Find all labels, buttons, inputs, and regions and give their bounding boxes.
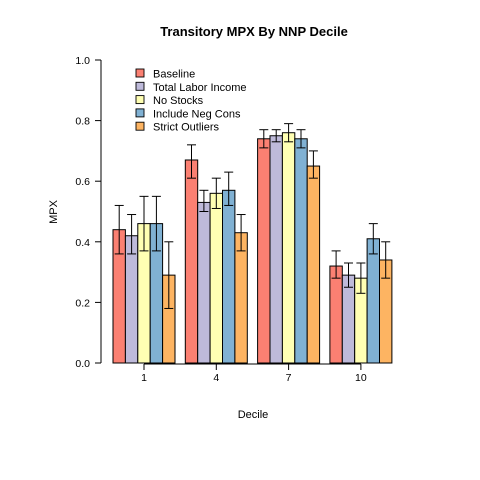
bar [197,201,211,364]
chart-title: Transitory MPX By NNP Decile [160,24,348,39]
legend-swatch [135,108,145,118]
legend-label: Baseline [153,69,195,81]
bar [329,265,343,364]
bar [294,138,308,364]
x-axis-label: Decile [238,409,269,421]
y-tick-label: 1.0 [75,55,90,67]
legend-label: Include Neg Cons [153,108,241,120]
bar [222,189,236,364]
bar [306,165,321,364]
y-tick-label: 0.4 [75,237,90,249]
y-tick-label: 0.0 [75,358,90,370]
bars-group [112,132,393,364]
legend-label: No Stocks [153,95,204,107]
legend-swatch [135,95,145,105]
bar [281,132,296,364]
bar [341,274,356,364]
bar [257,138,271,364]
y-axis: 0.0 0.2 0.4 0.6 0.8 1.0 [75,55,102,370]
bar [124,235,139,364]
legend-swatch [135,121,145,131]
y-tick-label: 0.6 [75,176,90,188]
legend-swatch [135,81,145,91]
y-axis-label: MPX [48,199,60,224]
legend-label: Strict Outliers [153,122,220,134]
x-tick-label: 7 [286,372,292,384]
bar [366,238,381,364]
bar [234,232,248,364]
x-axis: 1 4 7 10 [141,363,367,384]
x-tick-label: 4 [213,372,219,384]
bar [269,135,283,364]
bar [209,192,224,364]
legend-label: Total Labor Income [153,82,247,94]
bar [184,159,199,364]
y-tick-label: 0.8 [75,116,90,128]
x-tick-label: 10 [355,372,367,384]
legend-swatch [135,68,145,78]
x-tick-label: 1 [141,372,147,384]
y-tick-label: 0.2 [75,297,90,309]
error-bars-group [114,123,391,309]
